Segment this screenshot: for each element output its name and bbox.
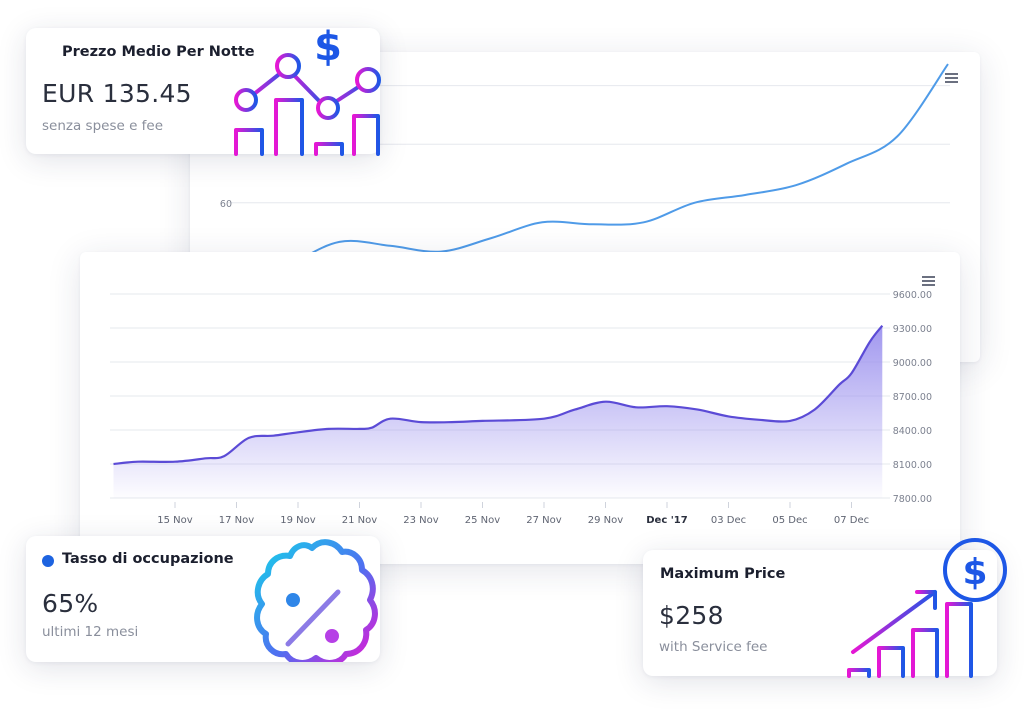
occupancy-subtitle: ultimi 12 mesi (42, 624, 139, 640)
x-tick-label: 05 Dec (772, 515, 807, 526)
max-price-subtitle: with Service fee (659, 639, 768, 655)
x-tick-label: 29 Nov (588, 515, 624, 526)
x-tick-label: 17 Nov (219, 515, 255, 526)
occupancy-title: Tasso di occupazione (62, 551, 234, 567)
x-tick-label: 15 Nov (157, 515, 193, 526)
growth-chart-icon: $ (847, 538, 1007, 678)
occupancy-value: 65% (42, 589, 99, 618)
avg-price-card: Prezzo Medio Per Notte EUR 135.45 senza … (26, 24, 381, 156)
x-tick-label: 21 Nov (342, 515, 378, 526)
hamburger-menu-icon[interactable] (945, 73, 958, 83)
y-tick-label: 60 (220, 199, 232, 210)
x-tick-label: 07 Dec (834, 515, 869, 526)
svg-text:$: $ (314, 24, 342, 70)
y-tick-label: 9000.00 (893, 358, 932, 369)
x-tick-label: 23 Nov (403, 515, 439, 526)
x-tick-label: 25 Nov (465, 515, 501, 526)
x-tick-label: 19 Nov (280, 515, 316, 526)
occupancy-card: Tasso di occupazione 65% ultimi 12 mesi (26, 536, 380, 662)
x-tick-label: 27 Nov (526, 515, 562, 526)
y-tick-label: 9600.00 (893, 290, 932, 301)
avg-price-title: Prezzo Medio Per Notte (62, 44, 255, 60)
max-price-value: $258 (659, 601, 724, 630)
max-price-card: Maximum Price $258 with Service fee $ (643, 538, 1007, 678)
status-dot (42, 555, 54, 567)
y-tick-label: 8700.00 (893, 392, 932, 403)
hamburger-menu-icon[interactable] (922, 276, 935, 286)
occupancy-revenue-chart-card: 7800.00 8100.00 8400.00 8700.00 9000.00 9300.… (80, 252, 960, 564)
series-line (237, 63, 949, 292)
revenue-area-chart: 7800.00 8100.00 8400.00 8700.00 9000.00 9300.… (110, 290, 932, 526)
percent-badge-icon (254, 539, 378, 662)
max-price-title: Maximum Price (660, 566, 786, 582)
x-tick-label: 03 Dec (711, 515, 746, 526)
x-tick-label: Dec '17 (646, 515, 688, 526)
y-tick-label: 7800.00 (893, 494, 932, 505)
y-tick-label: 9300.00 (893, 324, 932, 335)
avg-price-value: EUR 135.45 (42, 79, 192, 108)
area-fill (113, 325, 883, 498)
svg-text:$: $ (962, 552, 987, 593)
price-analytics-icon: $ (234, 24, 381, 156)
y-tick-label: 8400.00 (893, 426, 932, 437)
y-tick-label: 8100.00 (893, 460, 932, 471)
avg-price-subtitle: senza spese e fee (42, 118, 164, 134)
series-line (113, 325, 884, 466)
